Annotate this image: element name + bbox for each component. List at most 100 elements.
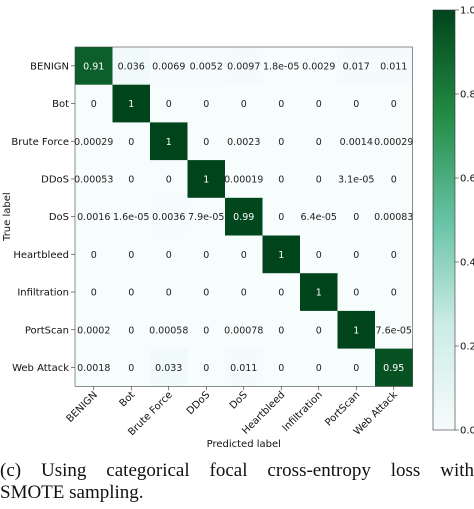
heatmap-cell [375,235,413,274]
cell-value-label: 1 [166,137,172,148]
heatmap-cell [75,160,113,199]
cell-value-label: 0 [391,250,397,261]
cell-value-label: 7.9e-05 [188,212,224,223]
y-axis-title: True label [2,192,13,242]
heatmap-cell [150,84,188,123]
cell-value-label: 0 [316,250,322,261]
cell-value-label: 0 [241,250,247,261]
heatmap-cell [225,310,263,349]
cell-value-label: 0.0016 [77,212,110,223]
cell-value-label: 1 [128,99,134,110]
caption-line-1: (c) Using categorical focal cross-entrop… [0,460,474,481]
heatmap-cell [225,348,263,387]
heatmap-cell [225,47,263,86]
cell-value-label: 0 [391,288,397,299]
cell-value-label: 7.6e-05 [376,325,412,336]
cell-value-label: 0.00029 [374,137,413,148]
cell-value-label: 0 [203,250,209,261]
heatmap-cell [337,47,376,86]
cell-value-label: 0.0036 [152,212,185,223]
cell-value-label: 0 [316,174,322,185]
cell-value-label: 6.4e-05 [301,212,337,223]
cell-value-label: 0 [353,212,359,223]
cell-value-label: 0 [128,325,134,336]
cell-value-label: 0.99 [233,212,254,223]
heatmap-cell [337,310,376,349]
y-tick-label: DDoS [41,174,69,185]
heatmap-cell [262,310,301,349]
heatmap-cell [187,235,226,274]
cell-value-label: 0 [166,174,172,185]
cell-value-label: 0 [353,363,359,374]
cell-value-label: 0 [278,363,284,374]
x-axis-title: Predicted label [207,439,281,450]
cell-value-label: 0 [278,325,284,336]
cell-value-label: 0.017 [343,61,370,72]
cell-value-label: 0.00053 [74,174,113,185]
heatmap-cell [300,197,338,236]
heatmap-cell [375,122,413,161]
cell-value-label: 0 [91,99,97,110]
cell-value-label: 0 [278,174,284,185]
cell-value-label: 0 [203,288,209,299]
heatmap-cell [112,348,151,387]
cell-value-label: 0 [128,250,134,261]
heatmap-cell [225,235,263,274]
heatmap-cell [150,310,188,349]
y-tick-label: Heartbleed [13,250,69,261]
y-tick-label: Infiltration [17,288,69,299]
y-tick-label: Brute Force [11,137,69,148]
cell-value-label: 0.00083 [374,212,413,223]
heatmap-cell [75,84,113,123]
heatmap-cell [75,47,113,86]
heatmap-cell [187,273,226,312]
cell-value-label: 0.0069 [152,61,185,72]
heatmap-cell [187,310,226,349]
heatmap-cell [112,235,151,274]
y-tick-label: BENIGN [30,61,69,72]
heatmap-cell [75,348,113,387]
heatmap-cell [300,310,338,349]
heatmap-cell [262,197,301,236]
cell-value-label: 0 [316,325,322,336]
heatmap-cell [150,122,188,161]
cell-value-label: 0 [91,250,97,261]
cell-value-label: 0 [203,137,209,148]
x-tick-label: DDoS [185,390,212,417]
heatmap-cell [112,273,151,312]
heatmap-cell [262,84,301,123]
caption-line-2: SMOTE sampling. [0,482,144,503]
figure-caption: (c) Using categorical focal cross-entrop… [0,460,474,504]
colorbar-tick-label: 0.8 [460,90,474,101]
heatmap-cell [225,273,263,312]
heatmap-cell [187,47,226,86]
heatmap-cell [300,84,338,123]
heatmap-cell [300,348,338,387]
cell-value-label: 0.0002 [77,325,110,336]
cell-value-label: 0 [278,288,284,299]
cell-value-label: 1.8e-05 [263,61,299,72]
heatmap-cell [300,160,338,199]
heatmap-cell [187,160,226,199]
heatmap-cell [375,160,413,199]
cell-value-label: 0 [128,288,134,299]
cell-value-label: 0.00078 [224,325,263,336]
cell-value-label: 0 [391,99,397,110]
heatmap-cell [75,197,113,236]
cell-value-label: 0 [166,250,172,261]
heatmap-cell [337,197,376,236]
y-tick-label: DoS [49,212,69,223]
cell-value-label: 1.6e-05 [113,212,149,223]
x-tick-label: BENIGN [65,390,100,425]
heatmap-cell [225,122,263,161]
heatmap-cell [112,310,151,349]
cell-value-label: 0 [353,288,359,299]
heatmap-cell [187,122,226,161]
colorbar-tick-label: 0.0 [460,426,474,437]
cell-value-label: 0 [203,99,209,110]
cell-value-label: 0.0014 [340,137,373,148]
heatmap-cell [300,122,338,161]
heatmap-cell [337,84,376,123]
